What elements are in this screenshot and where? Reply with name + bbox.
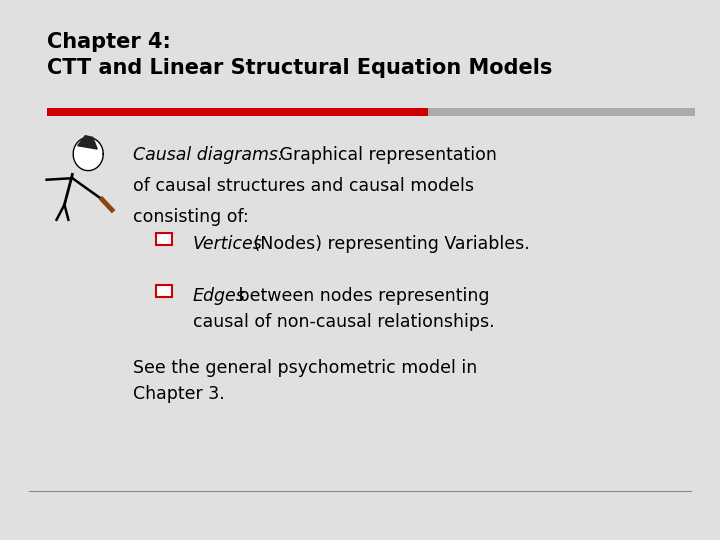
Text: CTT and Linear Structural Equation Models: CTT and Linear Structural Equation Model… [47, 58, 552, 78]
Text: Chapter 3.: Chapter 3. [133, 385, 225, 403]
Text: Edges: Edges [193, 287, 246, 305]
Polygon shape [78, 136, 97, 149]
Text: of causal structures and causal models: of causal structures and causal models [133, 177, 474, 195]
Text: Vertices: Vertices [193, 235, 263, 253]
Text: between nodes representing: between nodes representing [233, 287, 489, 305]
Text: (Nodes) representing Variables.: (Nodes) representing Variables. [248, 235, 530, 253]
Bar [156, 233, 172, 245]
Text: causal of non-causal relationships.: causal of non-causal relationships. [193, 313, 495, 331]
Bar [428, 108, 695, 116]
Text: Chapter 4:: Chapter 4: [47, 32, 171, 52]
Text: Causal diagrams:: Causal diagrams: [133, 146, 284, 164]
Polygon shape [73, 137, 103, 171]
Bar [47, 108, 428, 116]
Text: consisting of:: consisting of: [133, 208, 249, 226]
Bar [156, 285, 172, 297]
Text: See the general psychometric model in: See the general psychometric model in [133, 359, 477, 377]
Text: Graphical representation: Graphical representation [274, 146, 497, 164]
